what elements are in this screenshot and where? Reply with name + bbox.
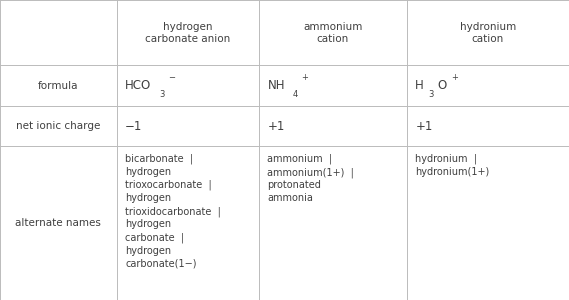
Text: 3: 3	[159, 89, 164, 98]
Text: HCO: HCO	[125, 79, 151, 92]
Text: hydrogen
carbonate anion: hydrogen carbonate anion	[145, 22, 230, 44]
Text: alternate names: alternate names	[15, 218, 101, 228]
Text: 3: 3	[428, 89, 433, 98]
Text: +: +	[451, 73, 458, 82]
Text: O: O	[437, 79, 446, 92]
Text: formula: formula	[38, 81, 79, 91]
Text: bicarbonate  |
hydrogen
trioxocarbonate  |
hydrogen
trioxidocarbonate  |
hydroge: bicarbonate | hydrogen trioxocarbonate |…	[125, 154, 221, 268]
Text: −: −	[168, 73, 175, 82]
Text: H: H	[415, 79, 424, 92]
Text: +1: +1	[415, 120, 433, 133]
Text: 4: 4	[293, 89, 298, 98]
Text: hydronium  |
hydronium(1+): hydronium | hydronium(1+)	[415, 154, 489, 177]
Text: net ionic charge: net ionic charge	[16, 121, 101, 131]
Text: NH: NH	[267, 79, 285, 92]
Text: −1: −1	[125, 120, 143, 133]
Text: ammonium  |
ammonium(1+)  |
protonated
ammonia: ammonium | ammonium(1+) | protonated amm…	[267, 154, 354, 203]
Text: ammonium
cation: ammonium cation	[303, 22, 362, 44]
Text: hydronium
cation: hydronium cation	[460, 22, 516, 44]
Text: +1: +1	[267, 120, 285, 133]
Text: +: +	[302, 73, 308, 82]
